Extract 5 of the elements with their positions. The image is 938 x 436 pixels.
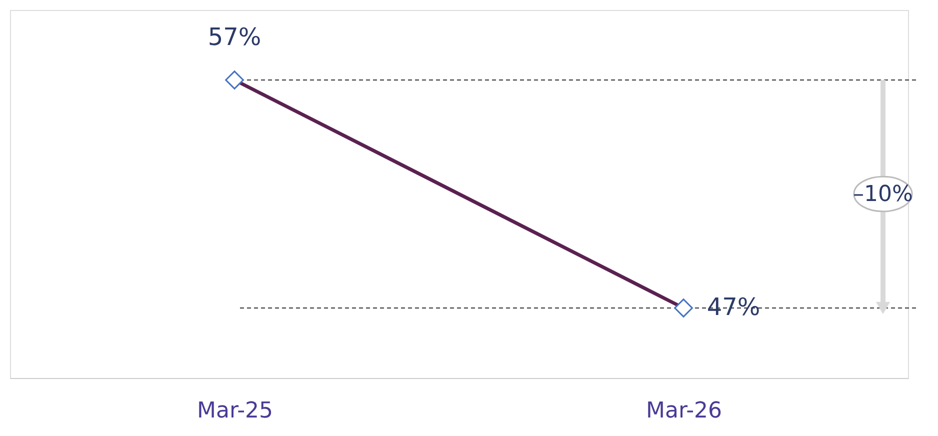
x-tick-label: Mar-25 <box>196 398 274 424</box>
data-label: 47% <box>706 293 760 321</box>
x-tick-label: Mar-26 <box>646 398 722 424</box>
data-label: 57% <box>208 23 262 51</box>
annotation: –10% <box>853 182 913 207</box>
